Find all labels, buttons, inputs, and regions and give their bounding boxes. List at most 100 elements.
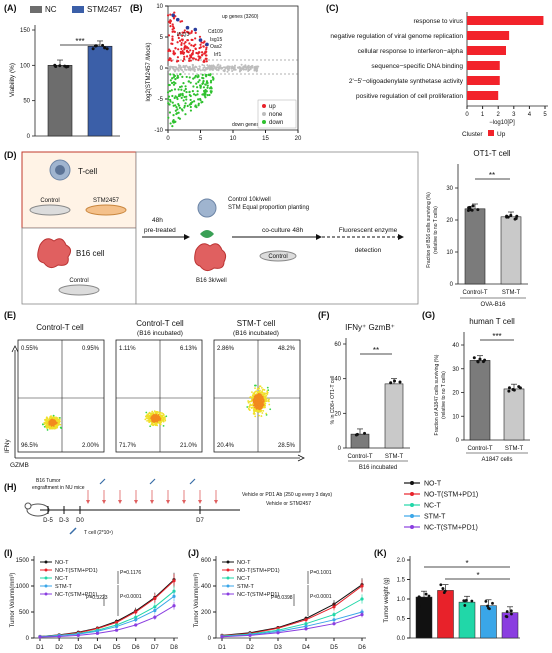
down-point [201, 82, 205, 85]
legend-label: STM-T [55, 584, 72, 590]
data-point [463, 604, 467, 607]
cell-event [160, 416, 163, 419]
treatment-label-2: Vehicle or STM2457 [266, 501, 311, 507]
flow-3-q2: 48.2% [278, 346, 296, 352]
cell-event [159, 411, 161, 414]
cell-event [57, 423, 60, 426]
legend-marker [226, 592, 230, 596]
day-d7: D7 [196, 518, 204, 524]
down-point [168, 111, 172, 114]
down-point [173, 88, 177, 91]
up-point [187, 47, 190, 50]
go-term-label: sequence−specific DNA binding [371, 63, 463, 70]
cell-event [48, 417, 51, 420]
cell-event [159, 419, 162, 421]
cell-event [265, 397, 267, 400]
cell-event [53, 420, 56, 423]
up-point [185, 50, 189, 53]
down-point [209, 79, 213, 82]
cell-event [154, 417, 157, 419]
cell-event [253, 391, 256, 394]
up-point [190, 44, 193, 47]
series-line [39, 595, 175, 638]
none-point [255, 69, 258, 72]
workflow-box [135, 151, 419, 305]
panel-b-up-genes: up genes (3260) [222, 14, 259, 20]
none-point [221, 67, 224, 70]
down-point [194, 94, 197, 97]
series-line [39, 605, 175, 638]
series-point [304, 618, 308, 622]
cell-event [155, 413, 158, 416]
none-point [169, 65, 172, 68]
series-point [304, 622, 308, 626]
up-point [180, 43, 183, 46]
legend-marker [226, 560, 230, 564]
none-point [219, 66, 222, 69]
series-point [153, 615, 157, 619]
b16-dish-label: Control [69, 278, 88, 284]
panel-b-ticks: 0 5 10 15 20 -10 -5 0 5 10 [154, 4, 302, 142]
series-point [304, 627, 308, 631]
down-point [188, 90, 191, 94]
none-point [173, 70, 176, 73]
up-point [189, 49, 192, 52]
panel-g-ylabel-1: Fraction of A1847 cells surviving (%) [434, 354, 440, 435]
engraft-label-1: B16 Tumor [36, 478, 61, 484]
none-point [231, 69, 234, 72]
series-point [134, 623, 138, 627]
cell-event [263, 401, 266, 404]
ytick-label: 20 [446, 218, 453, 224]
series-point [114, 624, 119, 629]
ytick-label: 600 [201, 558, 212, 564]
down-point [199, 97, 202, 101]
none-point [241, 67, 244, 70]
up-point [198, 35, 202, 38]
cell-event [58, 416, 61, 419]
cell-event [252, 408, 255, 411]
cell-event [156, 424, 159, 427]
down-point [176, 74, 179, 77]
panel-g-group: A1847 cells [481, 457, 512, 463]
none-point [189, 68, 192, 71]
cell-event [266, 391, 269, 394]
none-point [208, 66, 211, 69]
data-point [393, 379, 397, 383]
data-point [510, 612, 513, 616]
legend-nc-swatch [30, 6, 42, 13]
none-point [196, 67, 199, 70]
coculture-label: co-culture 48h [262, 227, 304, 234]
bar [87, 45, 113, 137]
cell-event [255, 390, 258, 393]
down-point [197, 104, 200, 107]
down-point [181, 75, 184, 78]
highlight-gene-point [205, 42, 209, 47]
data-point [103, 46, 107, 50]
cell-event [146, 419, 148, 422]
legend-marker [44, 592, 48, 596]
ytick-label: 0 [27, 134, 31, 140]
panel-c-ticks: 0 1 2 3 4 5 [465, 106, 547, 118]
legend-marker [226, 576, 230, 580]
hours48-label: 48h [152, 217, 163, 224]
none-point [219, 64, 222, 67]
panel-h-label: (H) [4, 482, 17, 492]
up-point [194, 58, 198, 61]
down-point [194, 104, 197, 107]
down-point [189, 109, 193, 112]
cell-event [249, 396, 252, 399]
flow-plot-2: 1.11% 6.13% 71.7% 21.0% [115, 339, 203, 453]
panel-f-title: IFNy⁺ GzmB⁺ [345, 323, 395, 332]
bar [458, 601, 476, 639]
flow-1-frame [17, 339, 105, 453]
cell-event [162, 420, 165, 423]
flow-3-dots [246, 384, 272, 418]
panel-f-group: B16 incubated [359, 465, 397, 471]
up-point [187, 51, 190, 54]
down-point [172, 121, 175, 124]
day-d0: D0 [76, 518, 84, 524]
ytick-label: 100 [20, 63, 31, 69]
data-point [476, 359, 480, 363]
panel-g-title: human T cell [469, 317, 515, 326]
cell-event [266, 390, 269, 393]
